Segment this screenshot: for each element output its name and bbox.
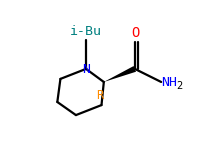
Text: O: O [131,26,140,40]
Text: R: R [96,89,103,102]
Text: NH: NH [161,76,177,89]
Text: i-Bu: i-Bu [70,25,102,38]
Text: 2: 2 [177,81,183,91]
Text: N: N [82,63,90,76]
Polygon shape [104,66,136,82]
